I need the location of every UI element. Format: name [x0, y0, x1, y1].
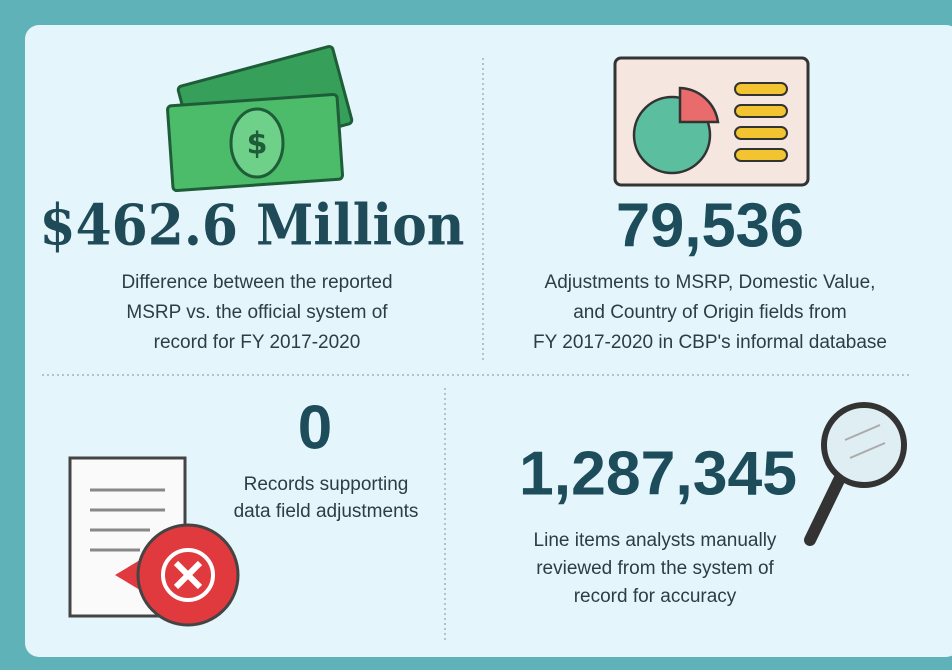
document-icon — [68, 456, 240, 627]
stat-description: MSRP vs. the official system of — [126, 302, 388, 323]
dashboard-icon — [613, 56, 810, 187]
stat-description: Records supporting — [244, 474, 409, 495]
stat-description: Adjustments to MSRP, Domestic Value, — [545, 272, 876, 293]
stat-description: Difference between the reported — [121, 272, 392, 293]
magnifier-icon — [804, 402, 907, 546]
stat-description: and Country of Origin fields from — [573, 302, 847, 323]
stat-value: $462.6 Million — [40, 193, 465, 259]
stat-value: 0 — [298, 393, 332, 462]
stat-value: 79,536 — [616, 191, 804, 260]
svg-text:$: $ — [247, 127, 268, 162]
stat-description: record for FY 2017-2020 — [154, 332, 361, 353]
money-icon: $ — [166, 45, 354, 193]
stat-description: FY 2017-2020 in CBP's informal database — [533, 332, 887, 353]
stat-description: data field adjustments — [234, 501, 419, 522]
stat-description: record for accuracy — [574, 586, 737, 607]
stat-value: 1,287,345 — [519, 439, 797, 508]
stat-description: Line items analysts manually — [534, 530, 777, 551]
stat-description: reviewed from the system of — [536, 558, 774, 579]
